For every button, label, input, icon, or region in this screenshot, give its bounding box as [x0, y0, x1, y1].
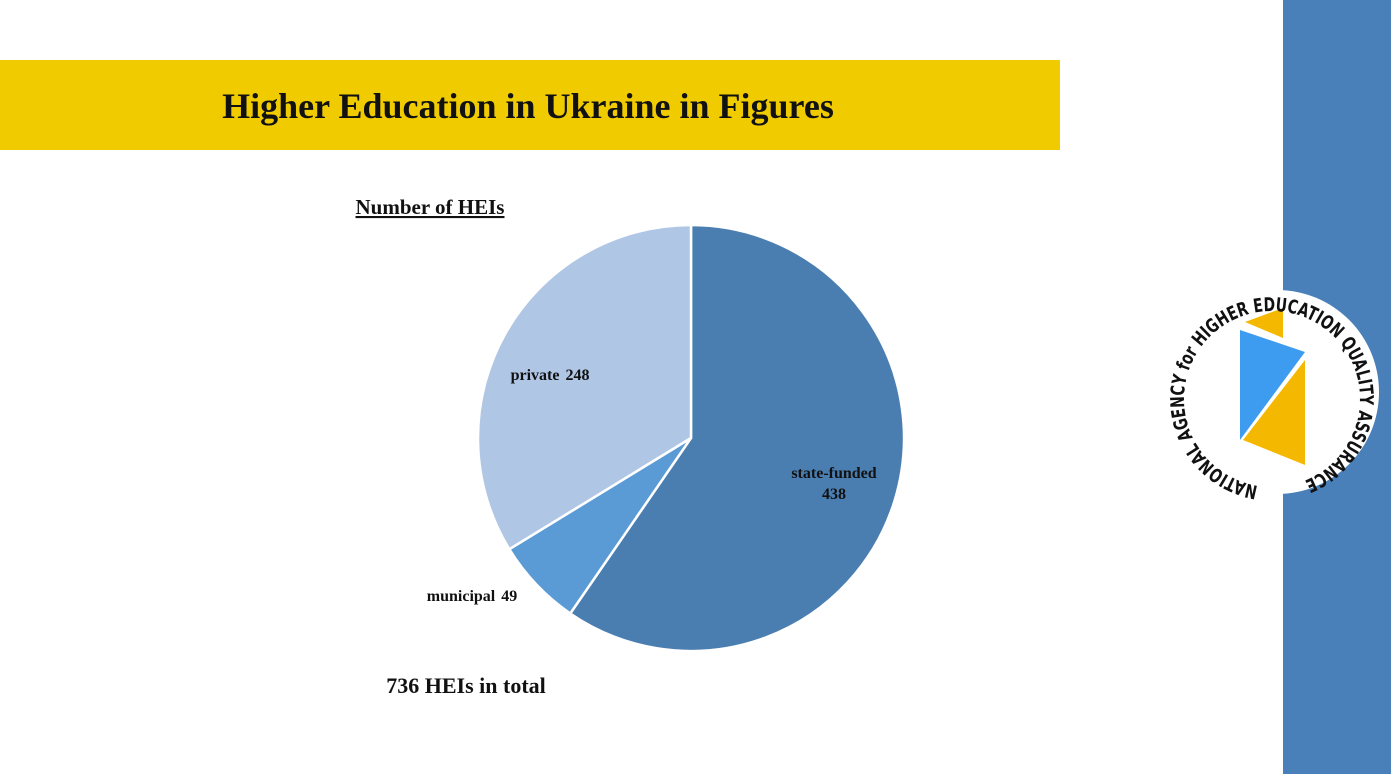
- header-title: Higher Education in Ukraine in Figures: [222, 86, 834, 126]
- value-label: 438: [822, 486, 846, 503]
- pie-slice: [568, 223, 906, 653]
- pie-slice: [476, 223, 693, 551]
- data-label: state-funded 438: [791, 465, 876, 503]
- pie: state-funded 438 municipal 49 private 248: [427, 223, 906, 653]
- annotation: 736 HEIs in total: [386, 673, 546, 698]
- value-label: 248: [565, 367, 589, 384]
- logo-shape-blue: [1240, 330, 1305, 440]
- category-label: state-funded: [791, 465, 876, 482]
- category-label: municipal: [427, 588, 496, 605]
- logo-background: [1175, 290, 1379, 494]
- logo-shape-yellow: [1243, 360, 1305, 465]
- data-label: municipal 49: [427, 588, 517, 605]
- logo-shape-top: [1245, 308, 1283, 338]
- data-label: private 248: [511, 367, 590, 384]
- logo: NATIONAL AGENCY for HIGHER EDUCATION QUA…: [1167, 290, 1379, 503]
- chart-title: Number of HEIs: [356, 195, 505, 219]
- value-label: 49: [501, 588, 517, 605]
- header-band: [0, 60, 1060, 150]
- category-label: private: [511, 367, 560, 384]
